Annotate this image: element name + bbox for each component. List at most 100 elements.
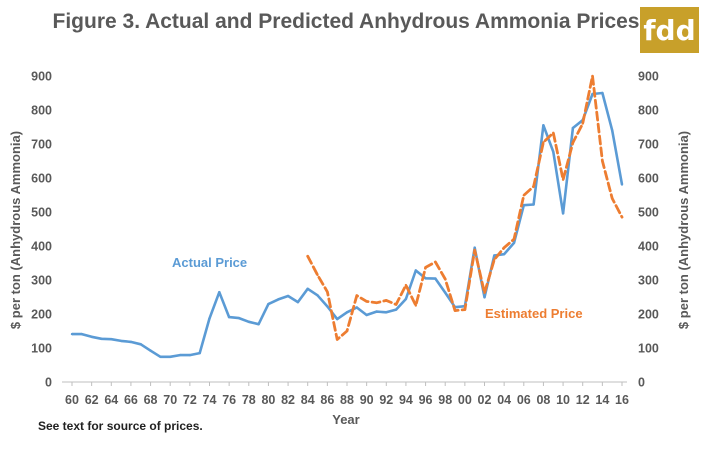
data-point	[355, 294, 358, 297]
data-point	[267, 302, 270, 306]
source-note: See text for source of prices.	[38, 419, 203, 433]
data-point	[355, 306, 358, 309]
data-point	[404, 297, 408, 301]
x-tick-label: 10	[556, 393, 570, 407]
data-point	[542, 124, 545, 127]
data-point	[139, 343, 142, 346]
y-tick-label-right: 600	[638, 172, 659, 186]
data-point	[178, 353, 182, 357]
x-tick-label: 60	[65, 393, 79, 407]
data-point	[208, 317, 211, 320]
data-point	[601, 91, 604, 95]
x-tick-label: 78	[242, 393, 256, 407]
x-tick-label: 94	[399, 393, 413, 407]
x-axis: 60 62 64 66 68 70 72 74 76 78 80 82 84 86 88 90 92 94 96 98…	[65, 382, 629, 407]
data-point	[404, 283, 408, 287]
data-point	[591, 74, 594, 78]
data-point	[345, 329, 349, 333]
x-tick-label: 90	[360, 393, 374, 407]
y-tick-label-left: 300	[31, 274, 52, 288]
data-point	[483, 296, 486, 299]
data-point	[522, 204, 525, 207]
data-point	[414, 304, 417, 307]
data-point	[571, 141, 575, 144]
y-tick-label-right: 0	[638, 376, 645, 390]
data-point	[424, 277, 427, 280]
y-tick-label-left: 0	[45, 376, 52, 390]
data-point	[70, 332, 74, 336]
y-axis-right-title: $ per ton (Anhydrous Ammonia)	[676, 131, 691, 329]
data-point	[611, 129, 614, 132]
data-point	[198, 351, 201, 355]
y-tick-label-right: 100	[638, 342, 659, 356]
data-point	[100, 337, 103, 340]
data-point	[119, 339, 123, 343]
logo-background	[640, 7, 699, 53]
data-point	[512, 238, 516, 241]
data-point	[286, 294, 290, 298]
x-axis-title: Year	[332, 412, 359, 427]
x-tick-label: 08	[536, 393, 550, 407]
data-point	[326, 290, 329, 294]
x-tick-label: 16	[615, 393, 629, 407]
data-point	[532, 185, 535, 188]
x-tick-label: 62	[85, 393, 99, 407]
data-point	[611, 197, 614, 200]
data-point	[218, 291, 221, 294]
x-tick-label: 12	[576, 393, 590, 407]
x-tick-label: 92	[379, 393, 393, 407]
data-point	[375, 301, 378, 304]
data-point	[385, 311, 388, 314]
data-point	[620, 183, 624, 186]
x-tick-label: 82	[281, 393, 295, 407]
data-point	[434, 260, 437, 264]
data-point	[620, 215, 624, 219]
data-point	[169, 355, 172, 358]
data-point	[80, 332, 84, 336]
data-point	[394, 303, 398, 306]
y-tick-label-right: 900	[638, 70, 659, 84]
data-point	[444, 291, 447, 294]
data-point	[159, 355, 162, 358]
data-point	[473, 248, 476, 252]
y-axis-right: 0 100 200 300 400 500 600 700 800 900	[638, 70, 659, 390]
y-tick-label-left: 500	[31, 206, 52, 220]
data-point	[453, 309, 457, 312]
data-point	[129, 340, 133, 344]
data-point	[257, 323, 260, 326]
data-point	[444, 277, 447, 281]
data-point	[365, 313, 368, 317]
data-point	[424, 266, 427, 269]
data-point	[237, 316, 241, 320]
chart-title: Figure 3. Actual and Predicted Anhydrous…	[53, 10, 640, 33]
x-tick-label: 74	[203, 393, 217, 407]
data-point	[463, 308, 467, 311]
y-tick-label-right: 300	[638, 274, 659, 288]
data-point	[316, 273, 319, 277]
x-tick-label: 68	[144, 393, 158, 407]
y-tick-label-right: 700	[638, 138, 659, 152]
data-point	[502, 253, 506, 256]
y-tick-label-left: 100	[31, 342, 52, 356]
x-tick-label: 70	[163, 393, 177, 407]
data-point	[552, 131, 555, 134]
data-point	[110, 338, 113, 341]
x-tick-label: 84	[301, 393, 315, 407]
data-point	[326, 305, 329, 308]
y-tick-label-left: 200	[31, 308, 52, 322]
x-tick-label: 00	[458, 393, 472, 407]
series-label-actual-price: Actual Price	[172, 255, 247, 270]
data-point	[296, 300, 300, 304]
data-point	[561, 178, 565, 181]
data-point	[149, 349, 152, 352]
x-tick-label: 06	[517, 393, 531, 407]
data-point	[591, 92, 594, 96]
data-point	[552, 150, 555, 153]
series-layer	[70, 74, 624, 359]
series-label-estimated-price: Estimated Price	[485, 306, 583, 321]
y-tick-label-left: 900	[31, 70, 52, 84]
data-point	[188, 353, 192, 357]
data-point	[385, 299, 388, 302]
